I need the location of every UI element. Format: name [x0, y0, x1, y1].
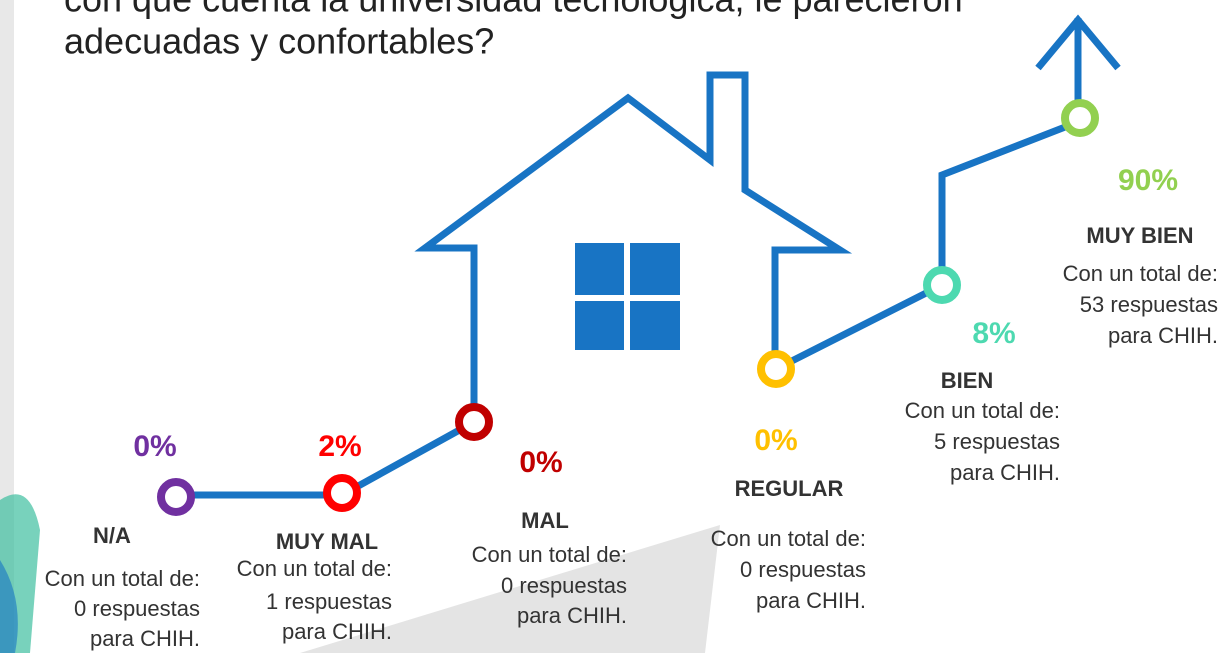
percent: 90% [1118, 164, 1178, 197]
label: N/A [93, 523, 131, 548]
description: 5 respuestas [934, 429, 1060, 454]
description: 53 respuestas [1080, 292, 1218, 317]
label: MUY BIEN [1086, 223, 1193, 248]
description: Con un total de: [45, 566, 200, 591]
percent: 2% [318, 430, 361, 463]
percent: 8% [972, 317, 1015, 350]
description: 0 respuestas [740, 557, 866, 582]
title-line: con que cuenta la universidad tecnológic… [64, 0, 963, 20]
description: 0 respuestas [501, 573, 627, 598]
label: MUY MAL [276, 529, 378, 554]
percent: 0% [133, 430, 176, 463]
title-line: adecuadas y confortables? [64, 21, 494, 62]
decor [0, 560, 18, 653]
description: 0 respuestas [74, 596, 200, 621]
description: Con un total de: [237, 556, 392, 581]
description: Con un total de: [472, 542, 627, 567]
description: para CHIH. [282, 619, 392, 644]
label: REGULAR [735, 476, 844, 501]
window [575, 243, 680, 350]
node [923, 266, 961, 304]
description: para CHIH. [1108, 323, 1218, 348]
node [323, 474, 361, 512]
decor [300, 525, 720, 653]
percent: 0% [754, 424, 797, 457]
description: Con un total de: [1063, 261, 1218, 286]
description: para CHIH. [950, 460, 1060, 485]
node [455, 403, 493, 441]
left-band [0, 0, 14, 653]
node [1061, 99, 1099, 137]
node [757, 350, 795, 388]
label: BIEN [941, 368, 994, 393]
description: para CHIH. [756, 588, 866, 613]
percent: 0% [519, 446, 562, 479]
description: para CHIH. [90, 626, 200, 651]
description: Con un total de: [905, 398, 1060, 423]
label: MAL [521, 508, 569, 533]
node [157, 478, 195, 516]
description: Con un total de: [711, 526, 866, 551]
description: para CHIH. [517, 603, 627, 628]
description: 1 respuestas [266, 589, 392, 614]
